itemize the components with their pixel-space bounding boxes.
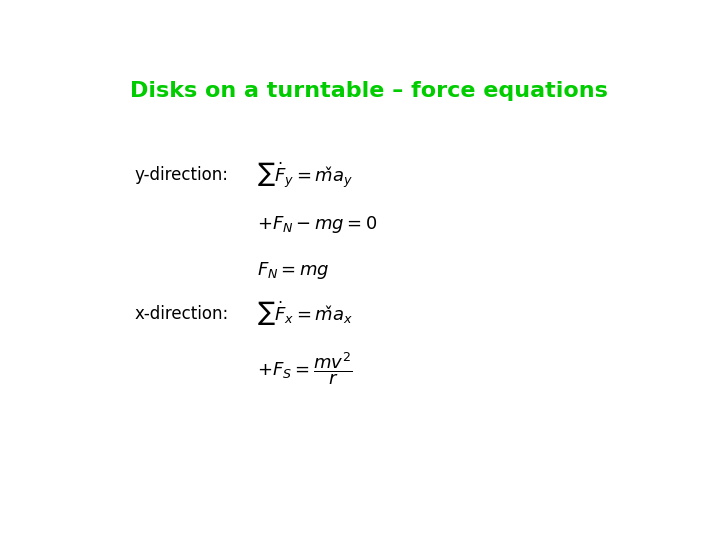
Text: $\sum \dot{F}_y = m\check{a}_y$: $\sum \dot{F}_y = m\check{a}_y$ <box>258 160 354 190</box>
Text: Disks on a turntable – force equations: Disks on a turntable – force equations <box>130 82 608 102</box>
Text: $\sum \dot{F}_x = m\check{a}_x$: $\sum \dot{F}_x = m\check{a}_x$ <box>258 300 354 328</box>
Text: x-direction:: x-direction: <box>135 305 229 323</box>
Text: $+F_S = \dfrac{mv^2}{r}$: $+F_S = \dfrac{mv^2}{r}$ <box>258 350 353 387</box>
Text: $F_N = mg$: $F_N = mg$ <box>258 260 330 281</box>
Text: y-direction:: y-direction: <box>135 166 229 184</box>
Text: $+F_N - mg = 0$: $+F_N - mg = 0$ <box>258 214 378 235</box>
